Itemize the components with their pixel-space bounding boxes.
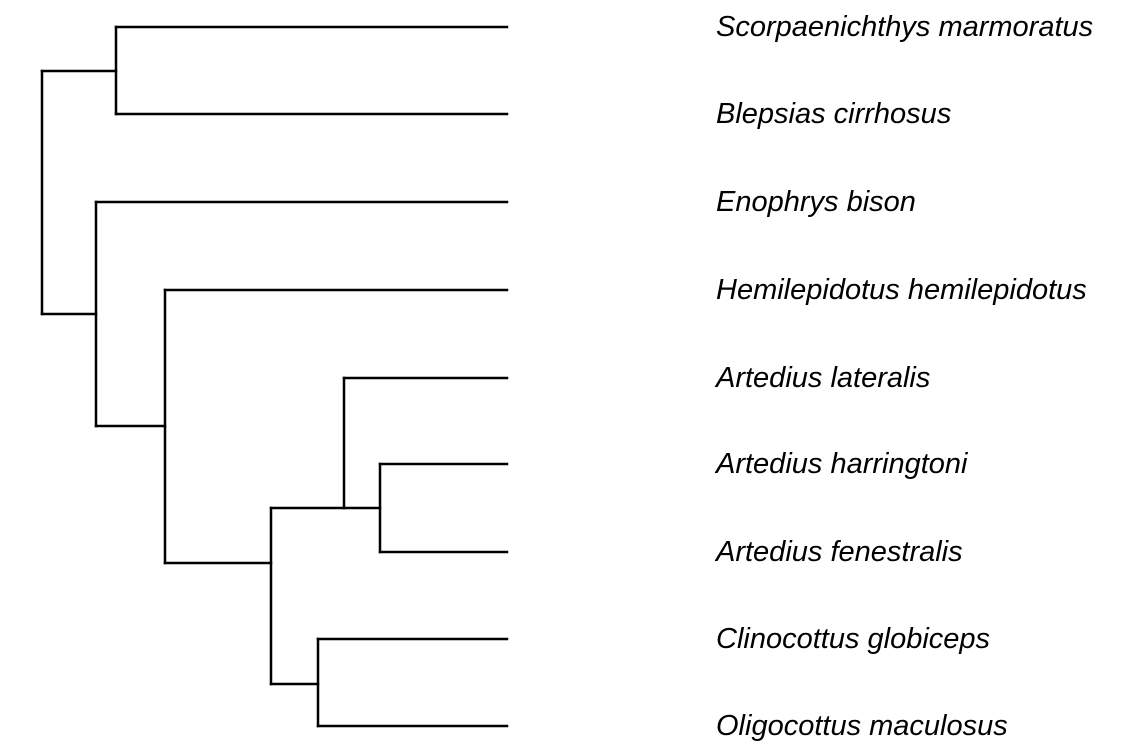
tip-label-artedius-harringtoni: Artedius harringtoni — [714, 448, 969, 480]
tip-label-clinocottus-globiceps: Clinocottus globiceps — [716, 623, 990, 655]
tip-label-oligocottus-maculosus: Oligocottus maculosus — [716, 710, 1008, 742]
tip-label-blepsias-cirrhosus: Blepsias cirrhosus — [716, 98, 951, 130]
tip-label-artedius-lateralis: Artedius lateralis — [714, 362, 930, 394]
tip-label-scorpaenichthys-marmoratus: Scorpaenichthys marmoratus — [716, 11, 1093, 43]
tip-labels: Scorpaenichthys marmoratus Blepsias cirr… — [714, 11, 1093, 742]
tip-label-hemilepidotus-hemilepidotus: Hemilepidotus hemilepidotus — [716, 274, 1087, 306]
tip-label-artedius-fenestralis: Artedius fenestralis — [714, 536, 963, 568]
tree-branches — [40, 25, 509, 728]
tip-label-enophrys-bison: Enophrys bison — [716, 186, 916, 218]
